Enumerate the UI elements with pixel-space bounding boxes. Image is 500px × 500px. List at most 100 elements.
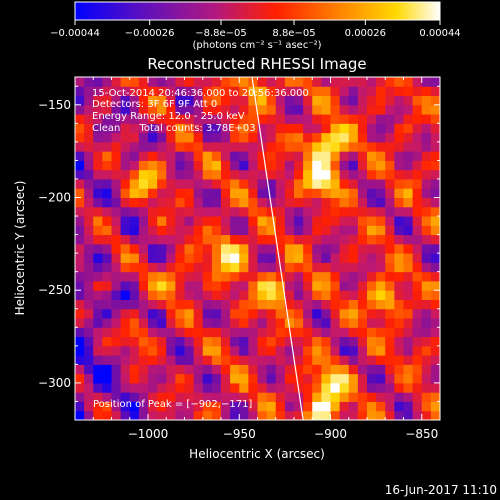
heatmap-cell (367, 132, 377, 143)
heatmap-cell (84, 104, 94, 115)
heatmap-cell (403, 178, 414, 189)
heatmap-cell (202, 151, 213, 161)
heatmap-cell (357, 373, 368, 384)
heatmap-cell (257, 364, 268, 375)
heatmap-cell (357, 355, 368, 365)
heatmap-cell (184, 104, 195, 115)
heatmap-cell (312, 262, 322, 273)
heatmap-cell (275, 318, 286, 328)
chart-title: Reconstructed RHESSI Image (147, 55, 366, 73)
heatmap-cell (294, 197, 304, 208)
heatmap-cell (84, 373, 94, 384)
heatmap-cell (394, 169, 404, 180)
heatmap-cell (248, 382, 258, 393)
heatmap-cell (394, 308, 404, 319)
heatmap-cell (193, 308, 204, 319)
colorbar-tick-label: −0.00044 (50, 28, 100, 39)
heatmap-cell (385, 401, 395, 412)
heatmap-cell (376, 318, 386, 328)
heatmap-cell (93, 262, 103, 273)
heatmap-cell (376, 188, 386, 199)
heatmap-cell (284, 188, 295, 199)
heatmap-cell (93, 299, 103, 310)
heatmap-cell (157, 401, 167, 412)
heatmap-cell (102, 104, 112, 115)
heatmap-cell (412, 151, 423, 161)
heatmap-cell (184, 216, 195, 226)
heatmap-cell (111, 373, 122, 384)
heatmap-cell (75, 206, 85, 217)
heatmap-cell (394, 299, 404, 310)
heatmap-cell (84, 382, 94, 393)
heatmap-cell (93, 382, 103, 393)
heatmap-cell (294, 318, 304, 328)
heatmap-cell (348, 141, 359, 152)
heatmap-cell (284, 299, 295, 310)
heatmap-cell (120, 188, 131, 199)
heatmap-cell (357, 169, 368, 180)
heatmap-cell (421, 318, 432, 328)
heatmap-cell (275, 160, 286, 171)
heatmap-cell (211, 318, 222, 328)
heatmap-cell (93, 141, 103, 152)
heatmap-cell (330, 114, 341, 124)
heatmap-cell (148, 86, 158, 97)
heatmap-cell (357, 410, 368, 420)
heatmap-cell (120, 280, 131, 291)
heatmap-cell (339, 104, 350, 115)
heatmap-cell (120, 290, 131, 300)
heatmap-cell (284, 336, 295, 347)
heatmap-cell (148, 114, 158, 124)
heatmap-cell (221, 132, 231, 143)
heatmap-cell (284, 225, 295, 236)
heatmap-cell (312, 373, 322, 384)
heatmap-cell (266, 188, 277, 199)
heatmap-cell (294, 253, 304, 263)
heatmap-cell (102, 280, 112, 291)
heatmap-cell (266, 262, 277, 273)
heatmap-cell (367, 299, 377, 310)
heatmap-cell (211, 262, 222, 273)
heatmap-cell (184, 178, 195, 189)
heatmap-cell (412, 160, 423, 171)
heatmap-cell (412, 86, 423, 97)
heatmap-cell (385, 216, 395, 226)
heatmap-cell (111, 299, 122, 310)
y-tick-label: −250 (38, 283, 71, 297)
heatmap-cell (102, 355, 112, 365)
heatmap-cell (157, 114, 167, 124)
heatmap-cell (193, 151, 204, 161)
heatmap-cell (376, 327, 386, 338)
heatmap-cell (111, 188, 122, 199)
heatmap-cell (157, 318, 167, 328)
heatmap-cell (403, 206, 414, 217)
heatmap-cell (284, 86, 295, 97)
heatmap-cell (175, 327, 185, 338)
heatmap-cell (148, 299, 158, 310)
heatmap-cell (376, 243, 386, 254)
heatmap-cell (348, 327, 359, 338)
heatmap-cell (230, 308, 240, 319)
heatmap-cell (129, 345, 140, 356)
heatmap-cell (303, 95, 313, 106)
heatmap-cell (111, 197, 122, 208)
heatmap-cell (321, 206, 331, 217)
heatmap-cell (102, 382, 112, 393)
heatmap-cell (230, 364, 240, 375)
heatmap-cell (430, 382, 440, 393)
heatmap-cell (357, 141, 368, 152)
heatmap-cell (193, 114, 204, 124)
heatmap-cell (248, 392, 258, 402)
heatmap-cell (357, 123, 368, 134)
heatmap-cell (275, 197, 286, 208)
heatmap-cell (385, 373, 395, 384)
heatmap-cell (339, 308, 350, 319)
heatmap-cell (312, 318, 322, 328)
heatmap-cell (394, 373, 404, 384)
heatmap-cell (230, 86, 240, 97)
heatmap-cell (120, 132, 131, 143)
heatmap-cell (193, 77, 204, 87)
heatmap-cell (275, 169, 286, 180)
heatmap-cell (275, 132, 286, 143)
heatmap-cell (412, 280, 423, 291)
